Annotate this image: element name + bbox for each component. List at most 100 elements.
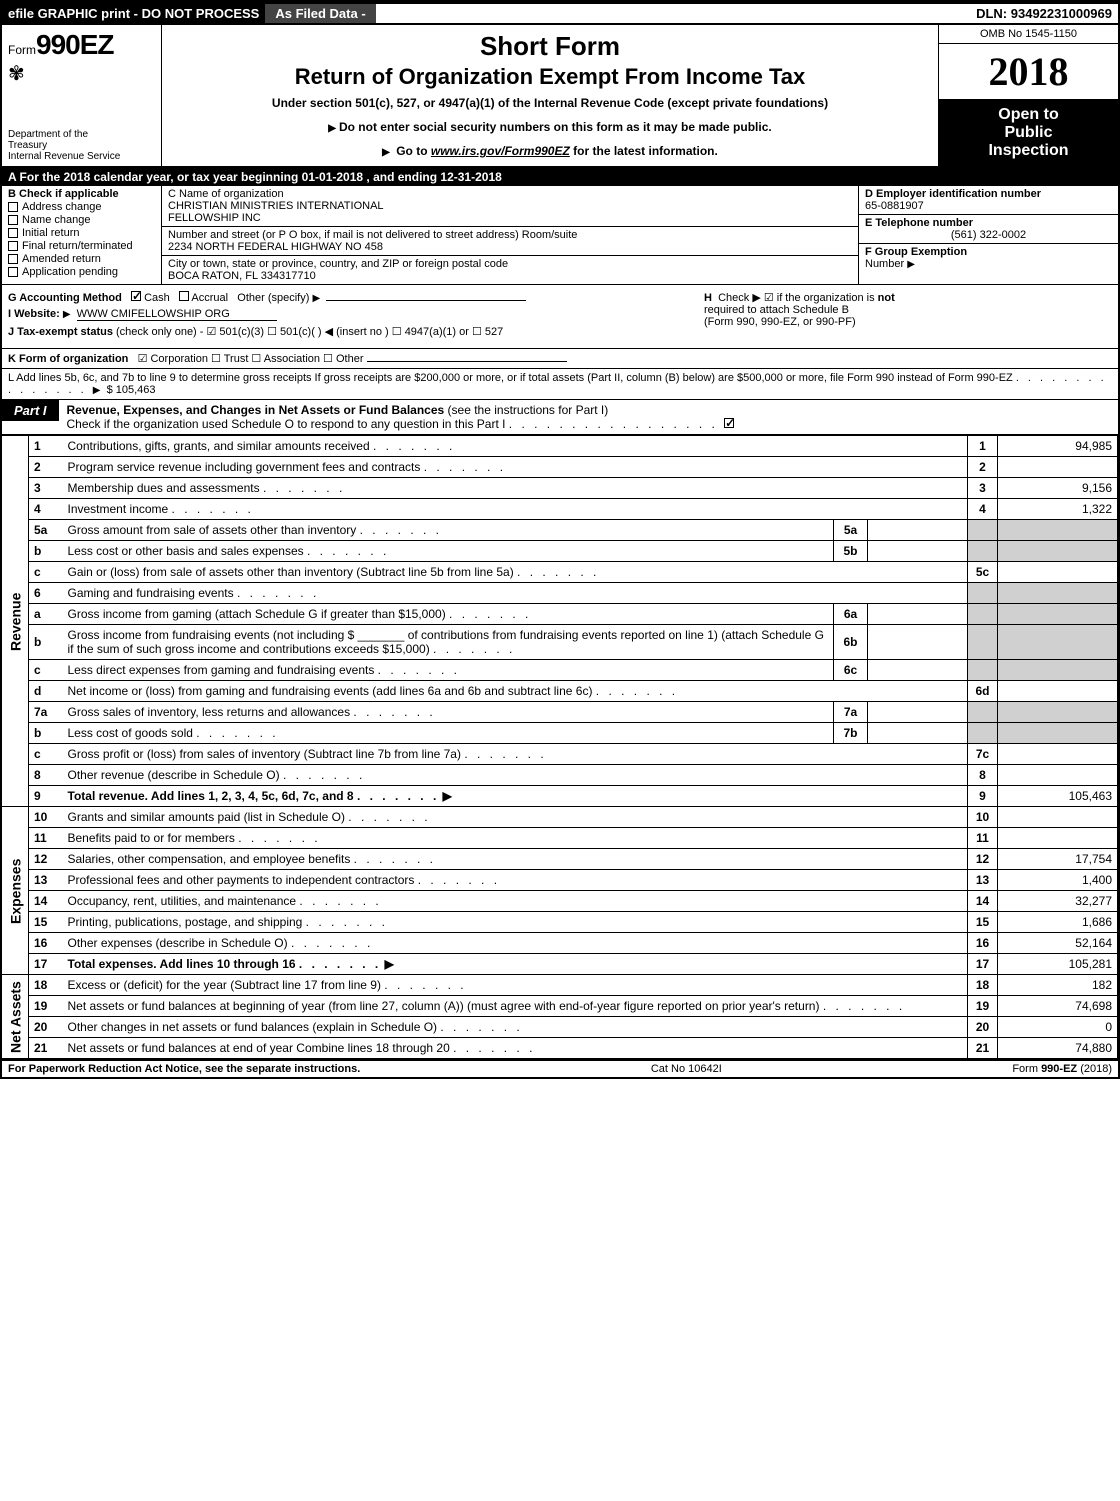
- line-ref: [968, 660, 998, 681]
- line-desc: Less cost of goods sold . . . . . . .: [63, 723, 834, 744]
- line-desc: Total revenue. Add lines 1, 2, 3, 4, 5c,…: [63, 786, 968, 807]
- line-amount: [998, 681, 1118, 702]
- org-name-cell: C Name of organization CHRISTIAN MINISTR…: [162, 186, 858, 227]
- part-1-schedule-o-checkbox[interactable]: [724, 418, 734, 428]
- line-desc: Membership dues and assessments . . . . …: [63, 478, 968, 499]
- col-b-checkbox[interactable]: [8, 228, 18, 238]
- col-b-item-label: Amended return: [22, 253, 101, 265]
- col-b-item-label: Address change: [22, 201, 102, 213]
- line-desc: Contributions, gifts, grants, and simila…: [63, 436, 968, 457]
- footer-mid: Cat No 10642I: [651, 1063, 722, 1075]
- line-desc: Other expenses (describe in Schedule O) …: [63, 933, 968, 954]
- line-ref: 18: [968, 975, 998, 996]
- website-label: I Website:: [8, 308, 60, 320]
- line-ref: [968, 723, 998, 744]
- line-row: cGain or (loss) from sale of assets othe…: [2, 562, 1118, 583]
- accrual-checkbox[interactable]: [179, 291, 189, 301]
- line-desc: Printing, publications, postage, and shi…: [63, 912, 968, 933]
- line-amount: 9,156: [998, 478, 1118, 499]
- group-ex-label: F Group Exemption: [865, 246, 967, 258]
- inner-line-value[interactable]: [868, 702, 968, 723]
- line-amount: 74,698: [998, 996, 1118, 1017]
- h-text-2: required to attach Schedule B: [704, 304, 849, 316]
- ssn-warning: Do not enter social security numbers on …: [170, 120, 930, 134]
- line-desc: Net assets or fund balances at beginning…: [63, 996, 968, 1017]
- other-label: Other (specify): [237, 292, 309, 304]
- line-number: 12: [29, 849, 63, 870]
- line-row: 8Other revenue (describe in Schedule O) …: [2, 765, 1118, 786]
- bc-grid: B Check if applicable Address changeName…: [2, 186, 1118, 285]
- form-prefix: Form: [8, 43, 36, 57]
- line-desc: Gaming and fundraising events . . . . . …: [63, 583, 968, 604]
- col-b-checkbox[interactable]: [8, 215, 18, 225]
- line-number: b: [29, 625, 63, 660]
- line-number: 19: [29, 996, 63, 1017]
- line-number: 10: [29, 807, 63, 828]
- line-ref: 6d: [968, 681, 998, 702]
- other-arrow-icon: [312, 292, 323, 304]
- col-b-checkbox[interactable]: [8, 267, 18, 277]
- inner-line-value[interactable]: [868, 604, 968, 625]
- part-1-table: Revenue1Contributions, gifts, grants, an…: [2, 435, 1118, 1059]
- line-row: 14Occupancy, rent, utilities, and mainte…: [2, 891, 1118, 912]
- j-label: J Tax-exempt status: [8, 326, 113, 338]
- inner-line-value[interactable]: [868, 541, 968, 562]
- line-number: 2: [29, 457, 63, 478]
- line-desc: Gross sales of inventory, less returns a…: [63, 702, 834, 723]
- col-b-item: Amended return: [8, 253, 155, 265]
- line-ref: [968, 702, 998, 723]
- line-desc: Other revenue (describe in Schedule O) .…: [63, 765, 968, 786]
- goto-link[interactable]: www.irs.gov/Form990EZ: [431, 144, 570, 158]
- cash-checkbox[interactable]: [131, 291, 141, 301]
- line-ref: [968, 625, 998, 660]
- tax-exempt-line: J Tax-exempt status (check only one) - ☑…: [8, 325, 692, 338]
- col-b-checkbox[interactable]: [8, 241, 18, 251]
- col-b-checkbox[interactable]: [8, 202, 18, 212]
- line-number: 16: [29, 933, 63, 954]
- line-amount: 105,281: [998, 954, 1118, 975]
- footer-right: Form 990-EZ (2018): [1012, 1063, 1112, 1075]
- line-row: 19Net assets or fund balances at beginni…: [2, 996, 1118, 1017]
- dln-label: DLN:: [976, 6, 1007, 21]
- inner-line-value[interactable]: [868, 520, 968, 541]
- line-number: 20: [29, 1017, 63, 1038]
- line-ref: 20: [968, 1017, 998, 1038]
- k-other-field[interactable]: [367, 361, 567, 362]
- inner-line-value[interactable]: [868, 660, 968, 681]
- line-row: 6Gaming and fundraising events . . . . .…: [2, 583, 1118, 604]
- line-number: 9: [29, 786, 63, 807]
- line-row: 3Membership dues and assessments . . . .…: [2, 478, 1118, 499]
- line-number: 18: [29, 975, 63, 996]
- line-ref: 3: [968, 478, 998, 499]
- short-form-title: Short Form: [170, 31, 930, 62]
- addr-value: 2234 NORTH FEDERAL HIGHWAY NO 458: [168, 241, 383, 253]
- inner-line-value[interactable]: [868, 625, 968, 660]
- org-name-label: C Name of organization: [168, 188, 852, 200]
- city-label: City or town, state or province, country…: [168, 258, 852, 270]
- part-1-dots: . . . . . . . . . . . . . . . . .: [509, 417, 724, 431]
- website-value: WWW CMIFELLOWSHIP ORG: [77, 308, 277, 321]
- line-ref: 8: [968, 765, 998, 786]
- line-desc: Excess or (deficit) for the year (Subtra…: [63, 975, 968, 996]
- g-label: G Accounting Method: [8, 292, 122, 304]
- line-row: 11Benefits paid to or for members . . . …: [2, 828, 1118, 849]
- row-a-pre: A For the 2018 calendar year, or tax yea…: [8, 170, 302, 184]
- line-amount: [998, 702, 1118, 723]
- line-ref: 12: [968, 849, 998, 870]
- header-left: Form990EZ ✾ Department of the Treasury I…: [2, 25, 162, 166]
- line-row: 2Program service revenue including gover…: [2, 457, 1118, 478]
- inner-line-number: 7a: [834, 702, 868, 723]
- line-ref: 9: [968, 786, 998, 807]
- dln-value: 93492231000969: [1011, 6, 1112, 21]
- other-specify-field[interactable]: [326, 300, 526, 301]
- inner-line-value[interactable]: [868, 723, 968, 744]
- line-ref: 2: [968, 457, 998, 478]
- line-number: 11: [29, 828, 63, 849]
- h-not: not: [878, 292, 895, 304]
- side-label: Expenses: [2, 807, 29, 975]
- col-b-item-label: Name change: [22, 214, 91, 226]
- inner-line-number: 6c: [834, 660, 868, 681]
- col-b-checkbox[interactable]: [8, 254, 18, 264]
- dept-line-2: Treasury: [8, 140, 155, 151]
- line-amount: 1,400: [998, 870, 1118, 891]
